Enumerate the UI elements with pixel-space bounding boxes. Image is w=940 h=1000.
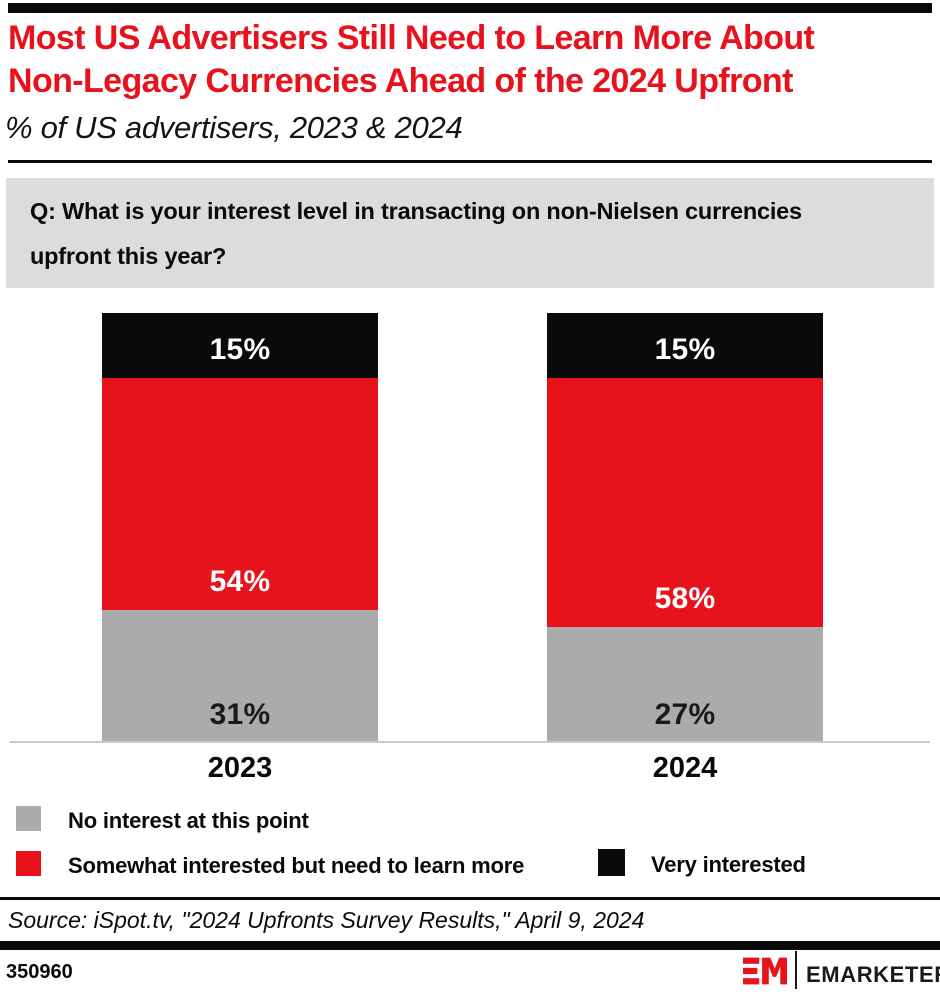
footer-divider (0, 941, 940, 950)
bar-segment: 31% (102, 610, 378, 743)
brand-wordmark: EMARKETER (806, 962, 940, 987)
bar-value-label: 58% (654, 582, 716, 615)
legend-swatch-no-interest (16, 806, 41, 831)
page-title-line1: Most US Advertisers Still Need to Learn … (8, 19, 815, 57)
bar-segment: 15% (102, 313, 378, 378)
bar-segment: 27% (547, 627, 823, 743)
page-title-line2: Non-Legacy Currencies Ahead of the 2024 … (8, 62, 793, 100)
bar-value-label: 15% (209, 333, 271, 366)
x-axis-line (10, 741, 930, 743)
bar-value-label: 27% (654, 698, 716, 731)
page-subtitle: % of US advertisers, 2023 & 2024 (5, 110, 463, 145)
bar-2023: 15% 54% 31% (102, 313, 378, 743)
bar-segment: 58% (547, 378, 823, 627)
bar-segment: 15% (547, 313, 823, 378)
source-text: Source: iSpot.tv, "2024 Upfronts Survey … (8, 907, 645, 933)
page-title: Most US Advertisers Still Need to Learn … (8, 17, 938, 103)
top-accent-bar (8, 3, 932, 13)
survey-question-text: Q: What is your interest level in transa… (6, 178, 934, 279)
legend-label-very-interested: Very interested (651, 852, 806, 877)
source-divider (0, 897, 940, 900)
emarketer-logo-icon (743, 957, 787, 985)
bar-value-label: 54% (209, 565, 271, 598)
legend-label-somewhat-interested: Somewhat interested but need to learn mo… (68, 853, 525, 878)
survey-question-box: Q: What is your interest level in transa… (6, 178, 934, 288)
legend-label-no-interest: No interest at this point (68, 808, 309, 833)
x-axis-label: 2023 (207, 752, 273, 784)
legend-swatch-very-interested (598, 849, 625, 876)
header-divider (8, 160, 932, 163)
chart-id: 350960 (6, 961, 73, 983)
x-axis-label: 2024 (652, 752, 718, 784)
survey-question-line1: Q: What is your interest level in transa… (30, 198, 802, 224)
survey-question-line2: upfront this year? (30, 243, 227, 269)
bar-2024: 15% 58% 27% (547, 313, 823, 743)
bar-value-label: 31% (209, 698, 271, 731)
logo-divider (795, 951, 797, 989)
legend-swatch-somewhat-interested (16, 851, 41, 876)
bar-value-label: 15% (654, 333, 716, 366)
bar-segment: 54% (102, 378, 378, 610)
